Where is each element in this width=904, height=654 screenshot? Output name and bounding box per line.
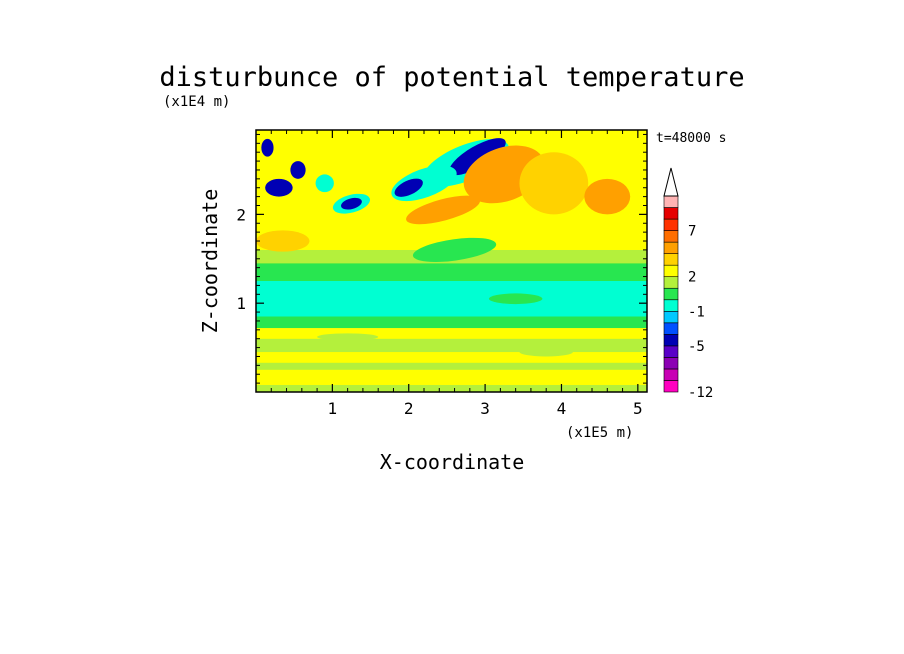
colorbar-tick-label-0: -12: [688, 385, 713, 401]
x-unit-label: (x1E5 m): [566, 425, 633, 441]
feature-18: [519, 347, 573, 357]
colorbar: -12-5-127: [663, 167, 713, 401]
feature-11: [290, 161, 306, 179]
colorbar-swatch-8: [663, 287, 679, 301]
colorbar-tick-label-2: -1: [688, 304, 705, 320]
band-7: [256, 280, 647, 317]
x-tick-label-1: 2: [404, 399, 414, 418]
colorbar-swatch-15: [663, 207, 679, 220]
y-tick-label-1: 2: [236, 205, 246, 224]
x-tick-label-3: 4: [557, 399, 567, 418]
y-tick-label-0: 1: [236, 294, 246, 313]
x-tick-label-0: 1: [328, 399, 338, 418]
plot-frame: [255, 129, 648, 393]
x-tick-label-4: 5: [633, 399, 643, 418]
colorbar-swatch-3: [663, 345, 679, 358]
colorbar-swatch-11: [663, 253, 679, 266]
band-2: [256, 362, 647, 370]
x-tick-label-2: 3: [480, 399, 490, 418]
feature-14: [256, 230, 310, 252]
band-4: [256, 338, 647, 353]
colorbar-swatch-13: [663, 230, 679, 243]
feature-12: [315, 174, 334, 193]
colorbar-swatch-9: [663, 276, 679, 289]
colorbar-swatch-7: [663, 299, 679, 312]
chart-title: disturbunce of potential temperature: [159, 62, 744, 93]
band-6: [256, 316, 647, 329]
feature-16: [488, 293, 543, 305]
colorbar-swatch-6: [663, 310, 679, 324]
feature-13: [584, 178, 631, 215]
colorbar-swatch-0: [663, 380, 679, 393]
band-1: [256, 369, 647, 385]
feature-10: [261, 138, 274, 157]
colorbar-swatch-4: [663, 334, 679, 347]
y-axis-label: Z-coordinate: [198, 189, 222, 334]
colorbar-tick-label-1: -5: [688, 339, 705, 355]
feature-9: [265, 178, 293, 197]
band-5: [256, 328, 647, 339]
feature-7: [519, 152, 589, 215]
band-0: [256, 384, 647, 392]
colorbar-tick-label-4: 7: [688, 224, 696, 240]
colorbar-tick-label-3: 2: [688, 270, 696, 286]
colorbar-extend-arrow: [663, 167, 679, 197]
time-label: t=48000 s: [656, 131, 726, 146]
band-10: [256, 227, 647, 250]
y-axis: 12: [236, 133, 647, 384]
feature-15: [412, 237, 497, 262]
colorbar-swatch-12: [663, 241, 679, 254]
colorbar-swatch-2: [663, 357, 679, 370]
plot-area: [256, 130, 647, 392]
x-axis: 1 2 3 4 5: [270, 130, 643, 418]
feature-5: [341, 197, 362, 210]
band-3: [256, 352, 647, 363]
feature-8: [406, 195, 481, 225]
colorbar-swatch-5: [663, 322, 679, 335]
feature-1: [449, 138, 506, 176]
feature-layer: [256, 138, 631, 357]
feature-17: [317, 333, 379, 341]
colorbar-swatch-16: [663, 195, 679, 208]
colorbar-swatch-1: [663, 368, 679, 381]
feature-3: [394, 178, 423, 197]
y-unit-label: (x1E4 m): [163, 94, 230, 110]
colorbar-swatch-14: [663, 218, 679, 231]
band-8: [256, 263, 647, 281]
x-axis-label: X-coordinate: [380, 450, 525, 474]
colorbar-swatch-10: [663, 264, 679, 278]
